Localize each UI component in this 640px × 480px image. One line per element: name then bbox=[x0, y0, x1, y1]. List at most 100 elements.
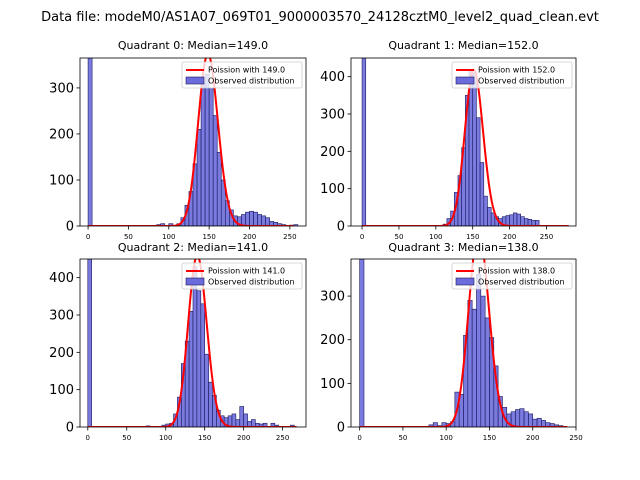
histogram-bar bbox=[487, 207, 492, 226]
legend-fit-label: Poission with 141.0 bbox=[208, 267, 285, 276]
histogram-bar bbox=[520, 216, 525, 226]
x-tick-label: 200 bbox=[526, 434, 539, 442]
y-tick-label: 400 bbox=[320, 70, 345, 85]
x-tick-label: 50 bbox=[122, 434, 131, 442]
panel-title: Quadrant 3: Median=138.0 bbox=[388, 241, 538, 254]
histogram-bar bbox=[472, 72, 477, 226]
quadrant-panel-1: Quadrant 1: Median=152.0 0 100 200 300 400 0 50… bbox=[320, 39, 577, 241]
legend-box bbox=[451, 262, 573, 290]
legend-observed-swatch bbox=[455, 277, 475, 286]
legend-fit-label: Poission with 152.0 bbox=[478, 66, 555, 75]
x-tick-label: 100 bbox=[429, 233, 442, 241]
histogram-bar bbox=[468, 70, 474, 226]
histogram-bar bbox=[536, 417, 542, 427]
y-tick-label: 200 bbox=[320, 145, 345, 160]
histogram-bar bbox=[361, 58, 367, 226]
panel-title: Quadrant 2: Median=141.0 bbox=[118, 241, 268, 254]
y-tick-label: 300 bbox=[320, 108, 345, 123]
poisson-fit-line bbox=[359, 259, 568, 427]
histogram-bar bbox=[188, 310, 194, 427]
x-tick-label: 0 bbox=[360, 233, 364, 241]
histogram-bar bbox=[196, 290, 202, 427]
histogram-bar bbox=[516, 213, 521, 226]
y-tick-label: 300 bbox=[49, 81, 74, 96]
x-tick-label: 200 bbox=[237, 434, 250, 442]
histogram-bar bbox=[532, 418, 538, 427]
histogram-bar bbox=[515, 409, 521, 427]
histogram-bar bbox=[204, 73, 210, 226]
y-tick-label: 100 bbox=[320, 182, 345, 197]
x-tick-label: 250 bbox=[569, 434, 582, 442]
histogram-bar bbox=[192, 266, 198, 427]
axes-frame bbox=[350, 258, 577, 428]
legend: Poission with 141.0 Observed distribution bbox=[181, 262, 303, 290]
y-tick-label: 100 bbox=[49, 173, 74, 188]
histogram-bar bbox=[359, 259, 365, 427]
histogram-bar bbox=[490, 212, 496, 226]
x-tick-label: 150 bbox=[466, 233, 479, 241]
y-tick-label: 200 bbox=[49, 127, 74, 142]
legend: Poission with 149.0 Observed distribution bbox=[181, 61, 303, 89]
x-tick-label: 150 bbox=[202, 233, 215, 241]
histogram-bar bbox=[235, 419, 241, 427]
legend-box bbox=[181, 262, 303, 290]
panels-container: Quadrant 0: Median=149.0 0 100 200 300 0 50 100… bbox=[49, 39, 583, 442]
legend-box bbox=[451, 61, 573, 89]
y-tick-label: 200 bbox=[49, 346, 74, 361]
plot-area bbox=[359, 259, 568, 427]
histogram-bar bbox=[528, 413, 534, 427]
y-tick-label: 400 bbox=[49, 271, 74, 286]
panel-title: Quadrant 1: Median=152.0 bbox=[388, 39, 538, 52]
histogram-bar bbox=[257, 214, 262, 226]
x-tick-label: 0 bbox=[86, 233, 90, 241]
axes-frame bbox=[79, 57, 307, 227]
y-tick-label: 0 bbox=[337, 220, 345, 235]
legend-observed-label: Observed distribution bbox=[478, 77, 565, 86]
x-tick-label: 200 bbox=[503, 233, 516, 241]
histogram-bar bbox=[87, 58, 93, 226]
legend-observed-label: Observed distribution bbox=[478, 278, 565, 287]
legend: Poission with 152.0 Observed distribution bbox=[451, 61, 573, 89]
histogram-bar bbox=[196, 129, 202, 226]
histogram-bar bbox=[476, 117, 481, 226]
legend-fit-label: Poission with 138.0 bbox=[478, 267, 555, 276]
histogram-bar bbox=[239, 406, 244, 427]
panel-title: Quadrant 0: Median=149.0 bbox=[118, 39, 268, 52]
x-tick-label: 150 bbox=[198, 434, 211, 442]
histogram-bar bbox=[524, 218, 529, 226]
figure-suptitle: Data file: modeM0/AS1A07_069T01_90000035… bbox=[41, 10, 599, 25]
histogram-bar bbox=[200, 83, 206, 226]
x-tick-label: 50 bbox=[124, 233, 133, 241]
x-tick-label: 150 bbox=[483, 434, 496, 442]
x-tick-label: 0 bbox=[357, 434, 361, 442]
y-tick-label: 100 bbox=[49, 383, 74, 398]
legend-observed-swatch bbox=[185, 76, 205, 85]
legend-observed-label: Observed distribution bbox=[208, 77, 295, 86]
histogram-bar bbox=[432, 422, 438, 427]
histogram-bar bbox=[471, 308, 477, 427]
legend-box bbox=[181, 61, 303, 89]
histogram-bar bbox=[208, 381, 213, 427]
y-tick-label: 100 bbox=[320, 377, 345, 392]
histogram-bar bbox=[216, 152, 222, 226]
y-tick-label: 300 bbox=[320, 290, 345, 305]
histogram-bar bbox=[512, 212, 518, 226]
histogram-bar bbox=[212, 115, 218, 226]
x-tick-label: 200 bbox=[243, 233, 256, 241]
histogram-bar bbox=[251, 419, 256, 427]
histogram-bar bbox=[265, 217, 270, 226]
histogram-bar bbox=[204, 353, 209, 427]
histogram-bar bbox=[476, 273, 482, 427]
legend-observed-label: Observed distribution bbox=[208, 278, 295, 287]
x-tick-label: 100 bbox=[159, 434, 172, 442]
histogram-bar bbox=[243, 413, 248, 427]
y-tick-label: 0 bbox=[66, 220, 74, 235]
plot-area bbox=[361, 58, 569, 226]
x-tick-label: 250 bbox=[283, 233, 296, 241]
histogram-bar bbox=[249, 210, 254, 226]
histogram-bar bbox=[479, 162, 485, 226]
histogram-bar bbox=[484, 317, 490, 427]
histogram-bar bbox=[519, 408, 525, 427]
histogram-bar bbox=[87, 259, 92, 427]
